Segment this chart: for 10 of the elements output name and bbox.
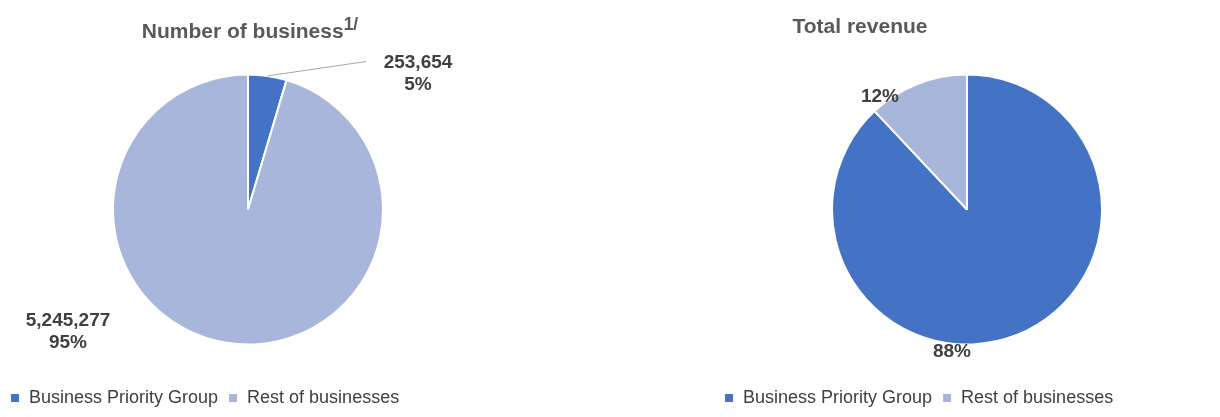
legend-label: Business Priority Group — [29, 386, 219, 407]
chart-title: Number of business$^{1/}$ — [140, 14, 360, 43]
legend-label: Rest of businesses — [961, 386, 1114, 407]
chart-title: Total revenue — [791, 14, 929, 38]
data-label: 12% — [860, 84, 900, 106]
data-label: 88% — [932, 339, 972, 361]
data-label: 5,245,277 95% — [25, 308, 111, 352]
legend-label: Business Priority Group — [743, 386, 933, 407]
legend-label: Rest of businesses — [247, 386, 400, 407]
data-label: 253,654 5% — [383, 50, 453, 94]
